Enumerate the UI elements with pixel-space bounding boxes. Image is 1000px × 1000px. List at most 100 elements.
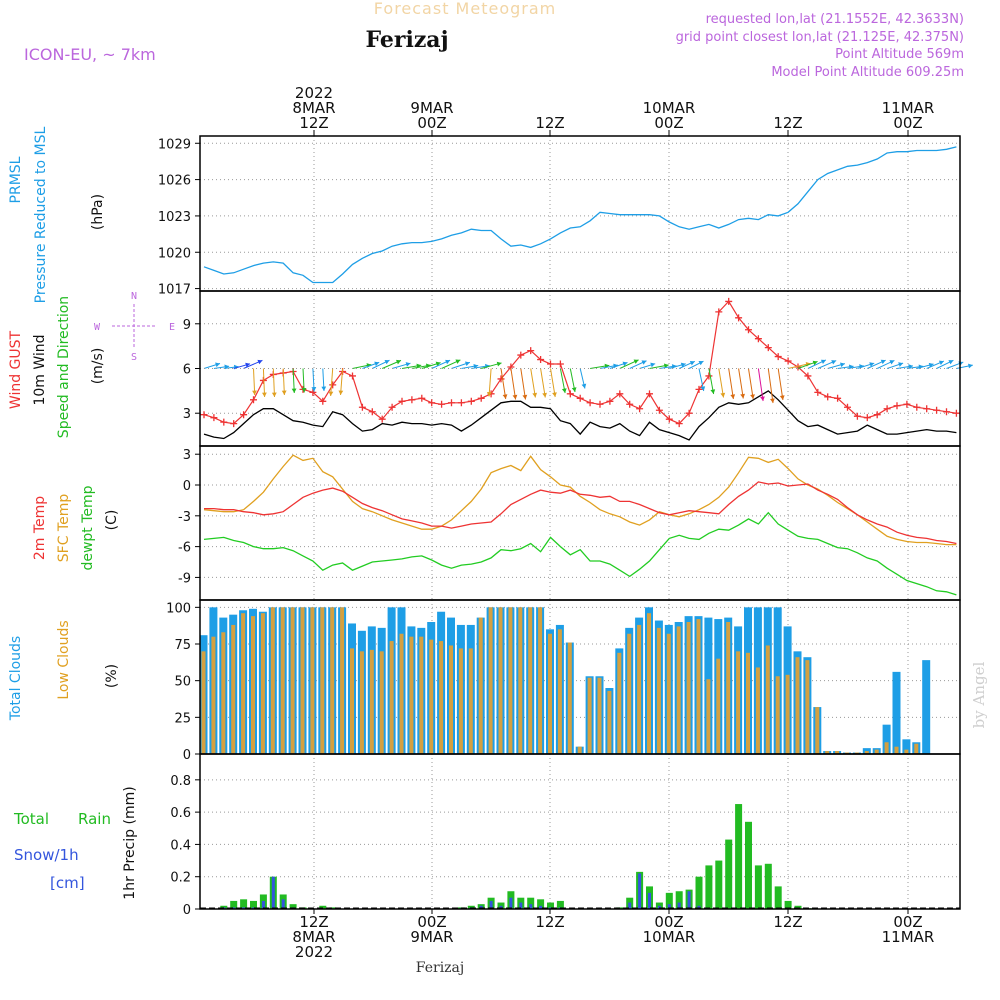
grid-lines [200, 136, 960, 910]
location-title: Ferizaj [365, 27, 448, 53]
snow-bar [261, 900, 265, 909]
gust-marker [933, 406, 941, 414]
compass-rose: N W E S [94, 291, 175, 363]
sfc-temp-line [203, 454, 957, 546]
gust-marker [675, 420, 683, 428]
gust-marker [596, 400, 604, 408]
wind-panel [200, 297, 973, 441]
y-tick-label: 1026 [158, 174, 191, 189]
low-clouds-bar [359, 651, 364, 754]
gust-marker [616, 390, 624, 398]
low-clouds-bar [488, 607, 493, 754]
wind-arrow-head [880, 359, 886, 365]
snow-bar [657, 905, 661, 909]
wind-speed-line [203, 390, 957, 441]
snow-bar [281, 899, 285, 909]
wind-arrow-head [698, 361, 704, 366]
gust-marker [665, 415, 673, 423]
gust-marker [527, 347, 535, 355]
rain-bar [794, 905, 802, 909]
rain-bar [665, 892, 673, 909]
wind-arrow-head [889, 360, 895, 365]
total-label: Total [13, 810, 49, 828]
pressure-label-1: PRMSL [8, 156, 24, 203]
wind-arrow-head [831, 360, 837, 365]
low-clouds-bar [528, 607, 533, 754]
wind-direction-arrow [330, 368, 334, 397]
pressure-labels: PRMSL Pressure Reduced to MSL (hPa) [8, 126, 106, 303]
gust-marker [497, 375, 505, 383]
gust-marker [240, 411, 248, 419]
low-clouds-bar [607, 690, 612, 754]
bottom-time-label: 12Z 8MAR 2022 [292, 913, 335, 961]
y-tick-label: 9 [183, 318, 191, 333]
low-clouds-label: Low Clouds [56, 620, 72, 699]
total-clouds-bar [902, 739, 911, 754]
wind-arrow-head [740, 393, 745, 399]
wind-direction-arrow [530, 368, 536, 398]
wind-arrow-head [396, 359, 401, 365]
y-tick-label: 6 [183, 363, 191, 378]
gust-line [203, 300, 957, 425]
panel-frames: 1017 1020 1023 1026 1029 3 6 9 3 0 -3 -6 -9 0 25 50 75 10… [158, 135, 961, 918]
wind-unit: (m/s) [90, 348, 106, 385]
gust-marker [873, 411, 881, 419]
low-clouds-bar [567, 642, 572, 754]
low-clouds-bar [270, 607, 275, 754]
wind-direction-arrow [540, 368, 546, 398]
low-clouds-bar [478, 617, 483, 754]
dewpt-label: dewpt Temp [80, 485, 96, 570]
y-tick-label: 50 [174, 675, 191, 690]
low-clouds-bar [468, 648, 473, 754]
rain-bar [527, 897, 535, 909]
rain-bar [695, 876, 703, 909]
wind-arrow-head [700, 386, 706, 391]
gust-marker [695, 385, 703, 393]
credit-watermark: by Angel [970, 661, 988, 728]
grid-point-coords: grid point closest lon,lat (21.125E, 42.… [676, 30, 964, 45]
compass-s: S [131, 352, 137, 363]
rain-bar [537, 899, 545, 909]
gust-marker [814, 388, 822, 396]
wind-arrow-head [281, 390, 287, 395]
wind-direction-arrow [550, 368, 556, 398]
y-tick-label: 0.8 [170, 774, 191, 789]
low-clouds-bar [785, 674, 790, 754]
wind-arrow-head [405, 362, 411, 367]
y-tick-label: -6 [178, 541, 191, 556]
pressure-line [203, 146, 957, 284]
gust-marker [784, 357, 792, 365]
low-clouds-bar [874, 749, 879, 754]
wind-arrow-head [840, 362, 845, 368]
wind-arrow-head [321, 386, 327, 391]
low-clouds-bar [369, 649, 374, 754]
cloud-unit: (%) [104, 664, 120, 688]
low-clouds-bar [795, 657, 800, 754]
wind-arrow-head [571, 387, 577, 392]
rain-bar [467, 905, 475, 909]
y-tick-label: 75 [174, 638, 191, 653]
low-clouds-bar [300, 607, 305, 754]
gust-marker [952, 409, 960, 417]
low-clouds-bar [835, 751, 840, 754]
gust-marker [725, 297, 733, 305]
snow-bar [242, 907, 246, 909]
gust-marker [735, 314, 743, 322]
wind-direction-arrow [767, 368, 774, 404]
rain-bar [705, 865, 713, 909]
snow-bar [638, 873, 642, 909]
gust-marker [745, 326, 752, 334]
gust-marker [853, 412, 861, 420]
total-clouds-label: Total Clouds [8, 636, 24, 721]
low-clouds-bar [557, 629, 562, 754]
low-clouds-bar [409, 636, 414, 754]
gust-marker [547, 360, 554, 368]
gust-marker [428, 399, 436, 407]
wind-arrow-head [869, 362, 875, 367]
gust-marker [378, 415, 386, 423]
snow-bar [489, 900, 493, 909]
wind-arrow-head [650, 362, 656, 368]
low-clouds-bar [805, 660, 810, 754]
wind-arrow-head [215, 362, 220, 368]
low-clouds-bar [310, 607, 315, 754]
